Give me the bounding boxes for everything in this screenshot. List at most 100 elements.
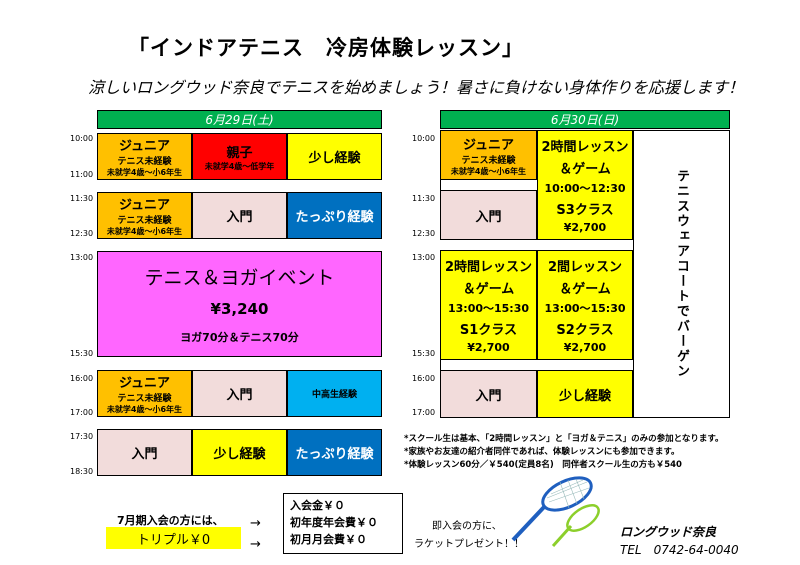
note-line: *家族やお友達の紹介者同伴であれば、体験レッスンにも参加できます。	[404, 447, 680, 457]
lesson-line: 2時間レッスン	[541, 140, 629, 156]
time-label: 15:30	[70, 349, 94, 358]
page-subtitle: 涼しいロングウッド奈良でテニスを始めましょう！暑さに負けない身体作りを応援します…	[88, 78, 745, 97]
footer-tel: TEL 0742-64-0040	[620, 543, 739, 557]
fee-box: 入会金￥０ 初年度年会費￥０ 初月月会費￥０	[283, 493, 403, 554]
lesson-cell-nyumon[interactable]: 入門	[192, 192, 287, 239]
time-label: 16:00	[70, 374, 94, 383]
time-label: 15:30	[412, 349, 436, 358]
lesson-name: 少し経験	[308, 151, 361, 166]
lesson-name: 入門	[226, 388, 253, 403]
lesson-name: 親子	[226, 145, 253, 161]
lesson-name: 入門	[131, 447, 158, 462]
bargain-text: テニスウェアコートでバーゲン	[674, 169, 689, 379]
lesson-class: S1クラス	[459, 322, 518, 338]
lesson-price: ¥2,700	[467, 340, 510, 354]
lesson-line: ＆ゲーム	[462, 282, 515, 298]
lesson-cell-sukoshi[interactable]: 少し経験	[287, 133, 382, 180]
lesson-name: 少し経験	[213, 447, 266, 462]
day2-header: 6月30日(日)	[440, 110, 730, 129]
lesson-cell-nyumon[interactable]: 入門	[440, 190, 537, 240]
lesson-name: 中高生経験	[311, 390, 357, 400]
time-label: 13:00	[412, 253, 436, 262]
arrow-icon: →	[250, 537, 261, 552]
lesson-time: 13:00～15:30	[447, 301, 530, 315]
lesson-name: たっぷり経験	[295, 210, 374, 225]
lesson-cell-nyumon[interactable]: 入門	[192, 370, 287, 417]
event-cell-yoga[interactable]: テニス＆ヨガイベント ¥3,240 ヨガ70分＆テニス70分	[97, 251, 382, 357]
time-label: 11:00	[70, 170, 94, 179]
lesson-name: 入門	[475, 209, 502, 225]
event-price: ¥3,240	[210, 300, 269, 319]
racket-line2: ラケットプレゼント！！	[414, 539, 524, 550]
bargain-cell[interactable]: テニスウェアコートでバーゲン	[633, 130, 730, 418]
racket-line1: 即入会の方に、	[432, 521, 502, 532]
arrow-icon: →	[250, 516, 261, 531]
lesson-age: 未就学4歳～小6年生	[106, 168, 183, 177]
note-line: *スクール生は基本、「2時間レッスン」と「ヨガ＆テニス」のみの参加となります。	[404, 434, 724, 444]
lesson-cell-junior[interactable]: ジュニア テニス未経験 未就学4歳～小6年生	[97, 370, 192, 417]
lesson-class: S3クラス	[556, 202, 614, 218]
lesson-name: 少し経験	[558, 388, 611, 404]
day1-header: 6月29日(土)	[97, 110, 382, 129]
time-label: 12:30	[412, 229, 436, 238]
lesson-cell-oyako[interactable]: 親子 未就学4歳～低学年	[192, 133, 287, 180]
lesson-cell-tappuri[interactable]: たっぷり経験	[287, 192, 382, 239]
event-detail: ヨガ70分＆テニス70分	[180, 330, 299, 344]
lesson-name: たっぷり経験	[295, 447, 374, 462]
time-label: 16:00	[412, 374, 436, 383]
lesson-sub: テニス未経験	[117, 157, 172, 167]
lesson-age: 未就学4歳～小6年生	[106, 405, 183, 414]
page-title: 「インドアテニス 冷房体験レッスン」	[128, 36, 524, 60]
lesson-cell-2hour-s1[interactable]: 2時間レッスン ＆ゲーム 13:00～15:30 S1クラス ¥2,700	[440, 250, 537, 360]
lesson-time: 13:00～15:30	[544, 301, 626, 315]
lesson-name: 入門	[475, 388, 502, 404]
lesson-name: ジュニア	[118, 139, 171, 154]
lesson-cell-junior[interactable]: ジュニア テニス未経験 未就学4歳～小6年生	[97, 133, 192, 180]
time-label: 17:00	[412, 408, 436, 417]
lesson-cell-sukoshi[interactable]: 少し経験	[537, 370, 633, 418]
lesson-name: ジュニア	[118, 376, 171, 391]
lesson-line: 2時間レッスン	[444, 260, 533, 276]
lesson-cell-junior[interactable]: ジュニア テニス未経験 未就学4歳～小6年生	[440, 130, 537, 180]
july-label: 7月期入会の方には、	[117, 514, 224, 527]
lesson-line: ＆ゲーム	[559, 162, 611, 178]
lesson-cell-nyumon[interactable]: 入門	[440, 370, 537, 418]
time-label: 12:30	[70, 229, 94, 238]
lesson-sub: テニス未経験	[117, 216, 172, 226]
time-label: 11:30	[412, 194, 436, 203]
time-label: 18:30	[70, 467, 94, 476]
lesson-line: 2間レッスン	[547, 260, 623, 276]
lesson-class: S2クラス	[556, 322, 614, 338]
time-label: 10:00	[70, 134, 94, 143]
time-label: 10:00	[412, 134, 436, 143]
lesson-cell-2hour-s2[interactable]: 2間レッスン ＆ゲーム 13:00～15:30 S2クラス ¥2,700	[537, 250, 633, 360]
time-label: 11:30	[70, 194, 94, 203]
lesson-cell-sukoshi[interactable]: 少し経験	[192, 429, 287, 476]
lesson-price: ¥2,700	[563, 340, 607, 354]
lesson-cell-2hour-s3[interactable]: 2時間レッスン ＆ゲーム 10:00～12:30 S3クラス ¥2,700	[537, 130, 633, 240]
lesson-line: ＆ゲーム	[559, 282, 611, 298]
lesson-sub: テニス未経験	[461, 155, 516, 166]
lesson-cell-tappuri[interactable]: たっぷり経験	[287, 429, 382, 476]
event-title: テニス＆ヨガイベント	[144, 267, 335, 290]
lesson-name: ジュニア	[118, 198, 171, 213]
footer-name: ロングウッド奈良	[620, 525, 717, 539]
fee-line: 初月月会費￥０	[290, 533, 367, 546]
lesson-cell-junior[interactable]: ジュニア テニス未経験 未就学4歳～小6年生	[97, 192, 192, 239]
fee-line: 初年度年会費￥０	[290, 516, 378, 529]
lesson-age: 未就学4歳～小6年生	[106, 227, 183, 236]
lesson-age: 未就学4歳～低学年	[204, 161, 275, 171]
lesson-cell-nyumon[interactable]: 入門	[97, 429, 192, 476]
lesson-time: 10:00～12:30	[544, 181, 626, 195]
tennis-racket-icon	[511, 476, 600, 548]
note-line: *体験レッスン60分／￥540(定員8名) 同伴者スクール生の方も￥540	[404, 460, 682, 470]
lesson-name: ジュニア	[462, 137, 515, 153]
lesson-cell-chukosei[interactable]: 中高生経験	[287, 370, 382, 417]
lesson-price: ¥2,700	[563, 220, 607, 234]
lesson-age: 未就学4歳～小6年生	[450, 166, 527, 176]
time-label: 13:00	[70, 253, 94, 262]
time-label: 17:30	[70, 432, 94, 441]
lesson-name: 入門	[226, 210, 253, 225]
lesson-sub: テニス未経験	[117, 394, 172, 404]
fee-line: 入会金￥０	[290, 499, 345, 512]
